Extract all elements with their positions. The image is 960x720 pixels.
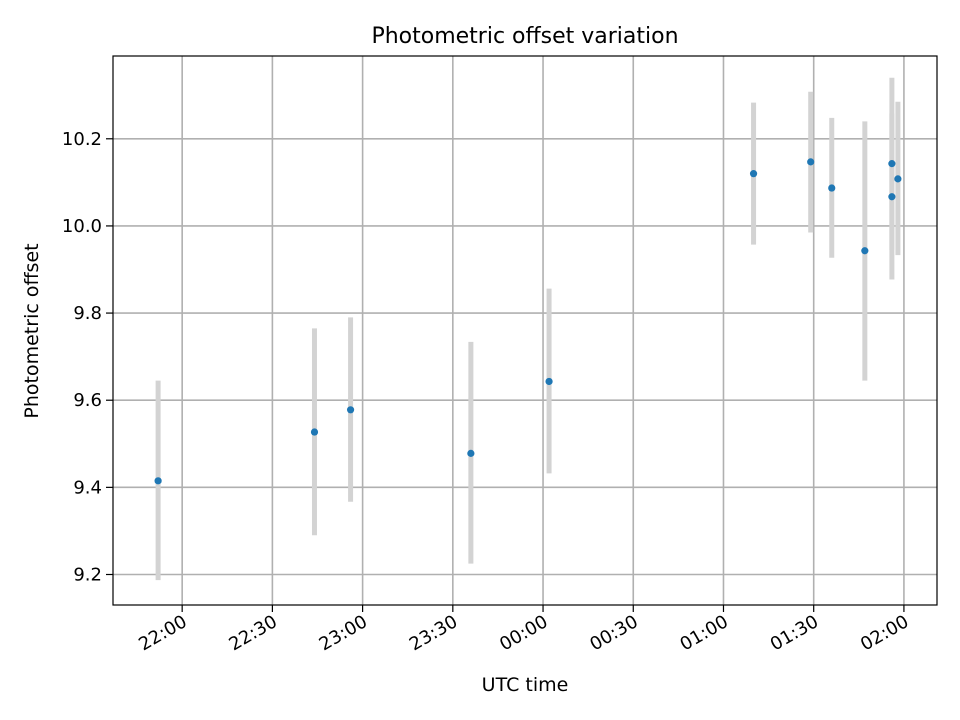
y-tick-label: 9.8	[73, 303, 102, 324]
y-axis: 9.2 9.4 9.6 9.8 10.0 10.2	[62, 129, 113, 586]
x-axis-label: UTC time	[482, 674, 569, 696]
data-point	[888, 193, 896, 201]
y-tick-label: 10.2	[62, 129, 102, 150]
x-tick-label: 01:30	[767, 611, 822, 655]
x-axis: 22:00 22:30 23:00 23:30 00:00 00:30 01:00 01:30…	[135, 605, 912, 655]
x-tick-label: 02:00	[857, 611, 912, 655]
data-point	[545, 377, 553, 386]
data-point	[807, 158, 815, 166]
error-bars	[155, 77, 901, 581]
data-point	[154, 477, 162, 485]
plot-frame	[112, 55, 938, 606]
data-points	[154, 158, 902, 485]
x-tick-label: 00:00	[496, 611, 551, 655]
data-point	[828, 184, 836, 192]
data-point	[894, 175, 902, 183]
x-tick-label: 00:30	[586, 611, 641, 655]
x-tick-label: 22:30	[225, 611, 280, 655]
chart-title: Photometric offset variation	[371, 24, 678, 49]
x-tick-label: 01:00	[677, 611, 732, 655]
y-tick-label: 9.6	[73, 390, 102, 411]
grid	[113, 56, 937, 605]
data-point	[346, 406, 355, 414]
data-point	[749, 170, 758, 178]
data-point	[861, 247, 869, 255]
data-point	[888, 160, 896, 168]
x-tick-label: 22:00	[135, 611, 190, 655]
y-tick-label: 10.0	[62, 216, 102, 237]
data-point	[467, 449, 475, 457]
x-tick-label: 23:00	[316, 611, 371, 655]
x-tick-label: 23:30	[406, 611, 461, 655]
y-tick-label: 9.2	[73, 565, 102, 586]
y-tick-label: 9.4	[73, 477, 102, 498]
y-axis-label: Photometric offset	[21, 243, 43, 418]
data-point	[310, 428, 319, 436]
